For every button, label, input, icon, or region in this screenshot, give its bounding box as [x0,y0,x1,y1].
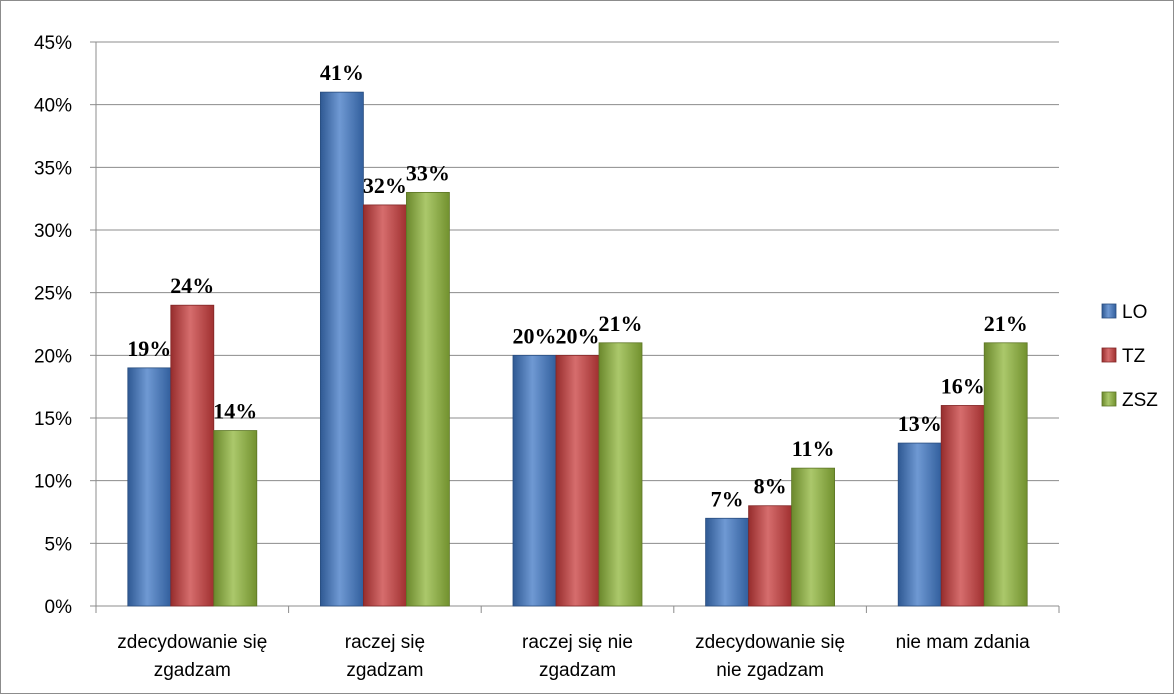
data-label: 41% [320,60,364,85]
data-label: 19% [127,336,171,361]
x-category-label: zgadzam [346,660,423,681]
bar-lo [512,354,557,607]
y-tick-label: 40% [34,96,72,117]
data-label: 24% [170,273,214,298]
y-tick-label: 20% [34,346,72,367]
bar-lo [705,517,749,607]
data-label: 20% [556,323,600,348]
data-labels: 19%24%14%41%32%33%20% 20%21%7%8%11%13%16%… [127,60,1027,511]
bar-tz [362,204,407,607]
bar-zsz [791,467,835,607]
y-tick-label: 45% [34,33,72,54]
legend-swatch-tz [1101,347,1117,363]
bar-zsz [983,342,1028,607]
data-label: 21% [599,311,643,336]
data-label: 16% [941,373,985,398]
x-category-label: nie mam zdania [896,632,1031,653]
bars [127,91,1028,607]
legend-label-lo: LO [1122,302,1147,323]
bar-tz [748,505,792,607]
bar-zsz [598,342,643,607]
y-tick-label: 10% [34,472,72,493]
x-category-label: zdecydowanie się [117,632,267,653]
bar-tz [940,405,985,607]
x-category-label: zgadzam [154,660,231,681]
data-label: 33% [406,160,450,185]
legend: LO TZ ZSZ [1101,302,1158,411]
data-label: 14% [213,399,257,424]
data-label: 32% [363,173,407,198]
data-label: 13% [898,411,942,436]
y-tick-label: 35% [34,158,72,179]
legend-swatch-zsz [1101,391,1117,407]
bar-lo [897,442,942,607]
bar-lo [127,367,172,607]
data-label: 7% [711,486,744,511]
y-tick-label: 15% [34,409,72,430]
bar-zsz [405,191,450,607]
x-category-label: raczej się [345,632,425,653]
data-label: 11% [792,436,835,461]
legend-label-zsz: ZSZ [1122,390,1158,411]
y-tick-label: 25% [34,284,72,305]
bar-lo [319,91,364,607]
data-label: 20% [513,323,557,348]
x-category-label: nie zgadzam [716,660,824,681]
y-tick-label: 0% [45,597,73,618]
legend-label-tz: TZ [1122,346,1146,367]
data-label: 21% [984,311,1028,336]
bar-zsz [213,430,258,607]
data-label: 8% [754,474,787,499]
x-category-label: zgadzam [539,660,616,681]
x-category-label: raczej się nie [522,632,633,653]
y-tick-label: 30% [34,221,72,242]
bar-tz [555,354,600,607]
x-category-label: zdecydowanie się [695,632,845,653]
legend-swatch-lo [1101,303,1117,319]
bar-tz [170,304,215,607]
axes: 0% 5% 10% 15% 20% 25% 30% 35% 40% 45% zdecydowanie… [34,33,1060,681]
y-tick-label: 5% [45,534,73,555]
